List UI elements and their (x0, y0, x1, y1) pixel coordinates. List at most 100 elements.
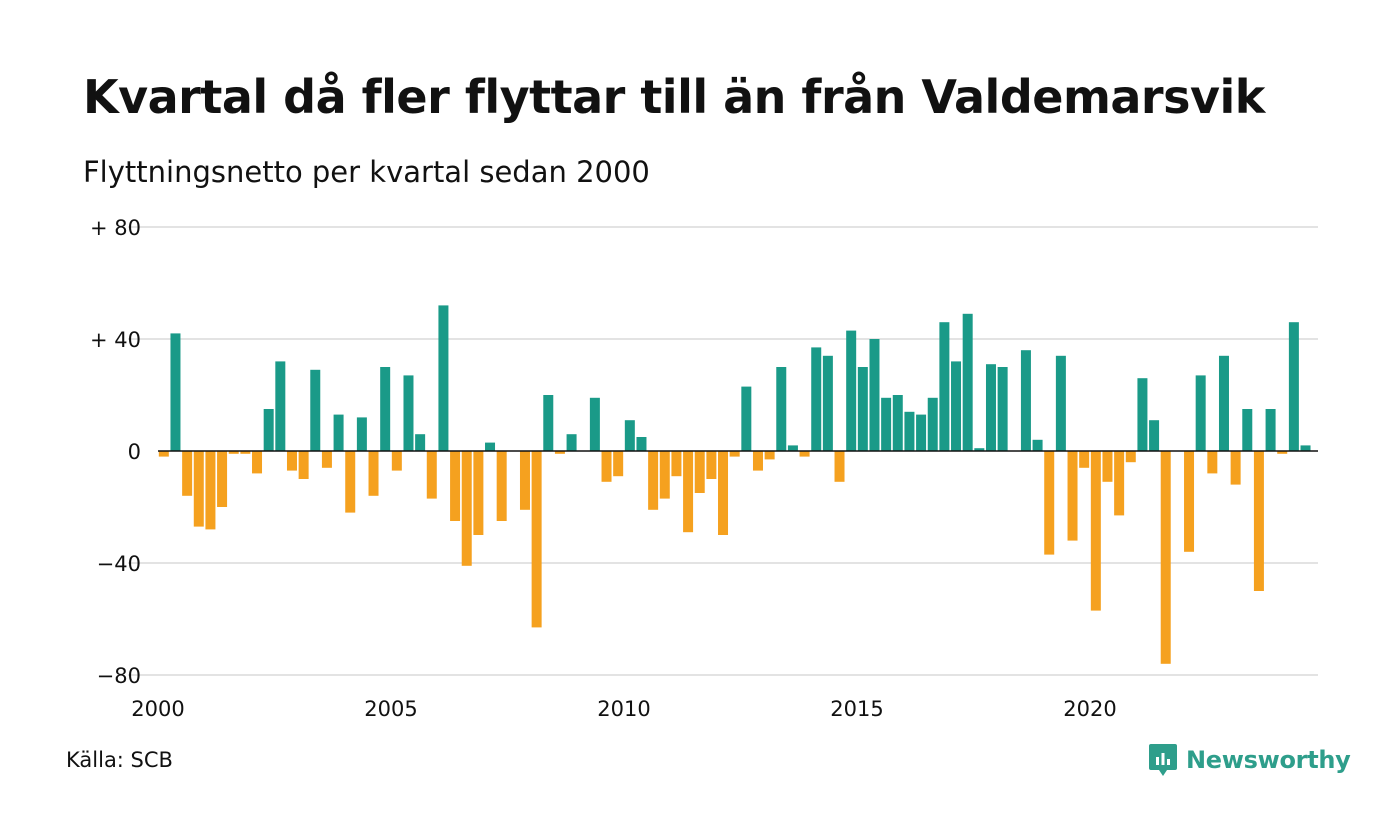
bar (834, 451, 845, 482)
bar (1288, 322, 1299, 451)
bar (240, 451, 251, 454)
y-tick-label: 0 (128, 440, 141, 464)
bar (741, 386, 752, 451)
bar (473, 451, 484, 535)
bar (170, 333, 181, 451)
bar (1277, 451, 1288, 454)
bar (683, 451, 694, 533)
bar (228, 451, 239, 454)
bar (1230, 451, 1241, 485)
bar (438, 305, 449, 451)
bar (706, 451, 717, 479)
bar (310, 369, 321, 451)
bar (1242, 409, 1253, 451)
y-tick-label: + 40 (90, 328, 141, 352)
bar (881, 397, 892, 451)
bar (554, 451, 565, 454)
bar (1195, 375, 1206, 451)
bar (566, 434, 577, 451)
bar (857, 367, 868, 451)
bar (718, 451, 729, 535)
bar (624, 420, 635, 451)
bar (1067, 451, 1078, 541)
bar (1300, 445, 1311, 451)
y-tick-label: −80 (97, 664, 141, 688)
bar (1149, 420, 1160, 451)
bar (601, 451, 612, 482)
bar (1090, 451, 1101, 611)
bar (403, 375, 414, 451)
bar (531, 451, 542, 628)
bar (1265, 409, 1276, 451)
bar (298, 451, 309, 479)
bar (927, 397, 938, 451)
bar (752, 451, 763, 471)
bar (613, 451, 624, 477)
bar (904, 411, 915, 451)
x-tick-label: 2015 (830, 697, 883, 721)
bar (368, 451, 379, 496)
bars (158, 305, 1311, 664)
bar (997, 367, 1008, 451)
bar (321, 451, 332, 468)
bar (426, 451, 437, 499)
bar (286, 451, 297, 471)
bar (543, 395, 554, 451)
bar (671, 451, 682, 477)
axes: + 80 + 40 0 −40 −80 2000 2005 2010 2015 2020 (90, 216, 1318, 721)
bar (217, 451, 228, 507)
newsworthy-logo-icon (1149, 744, 1177, 776)
bar (333, 414, 344, 451)
bar (776, 367, 787, 451)
bar (648, 451, 659, 510)
bar (182, 451, 193, 496)
bar (1079, 451, 1090, 468)
bar (485, 442, 496, 451)
x-tick-label: 2020 (1063, 697, 1116, 721)
bar (275, 361, 286, 451)
bar (1160, 451, 1171, 664)
bar (380, 367, 391, 451)
bar (822, 355, 833, 451)
bar (205, 451, 216, 530)
bar (636, 437, 647, 451)
bar (158, 451, 169, 457)
bar (974, 448, 985, 451)
bar (1137, 378, 1148, 451)
bar (1055, 355, 1066, 451)
grid-lines (128, 226, 1318, 676)
bar (962, 313, 973, 451)
bar (951, 361, 962, 451)
chart-title: Kvartal då fler flyttar till än från Val… (83, 70, 1265, 124)
bar (694, 451, 705, 493)
newsworthy-brand: Newsworthy (1148, 742, 1351, 778)
bar (1218, 355, 1229, 451)
bar (892, 395, 903, 451)
bar (846, 330, 857, 451)
x-tick-label: 2000 (131, 697, 184, 721)
bar (461, 451, 472, 566)
bar (869, 339, 880, 451)
bar (356, 417, 367, 451)
bar (519, 451, 530, 510)
bar (1032, 439, 1043, 451)
bar (764, 451, 775, 460)
bar (1184, 451, 1195, 552)
chart-subtitle: Flyttningsnetto per kvartal sedan 2000 (83, 155, 650, 189)
bar (916, 414, 927, 451)
bar (799, 451, 810, 457)
bar (1253, 451, 1264, 591)
bar (811, 347, 822, 451)
source-note: Källa: SCB (66, 748, 173, 772)
x-tick-label: 2005 (364, 697, 417, 721)
bar (985, 364, 996, 451)
bar (415, 434, 426, 451)
y-tick-label: −40 (97, 552, 141, 576)
bar (1102, 451, 1113, 482)
bar (193, 451, 204, 527)
bar (252, 451, 263, 474)
bar (263, 409, 274, 451)
bar (450, 451, 461, 521)
y-tick-label: + 80 (90, 216, 141, 240)
